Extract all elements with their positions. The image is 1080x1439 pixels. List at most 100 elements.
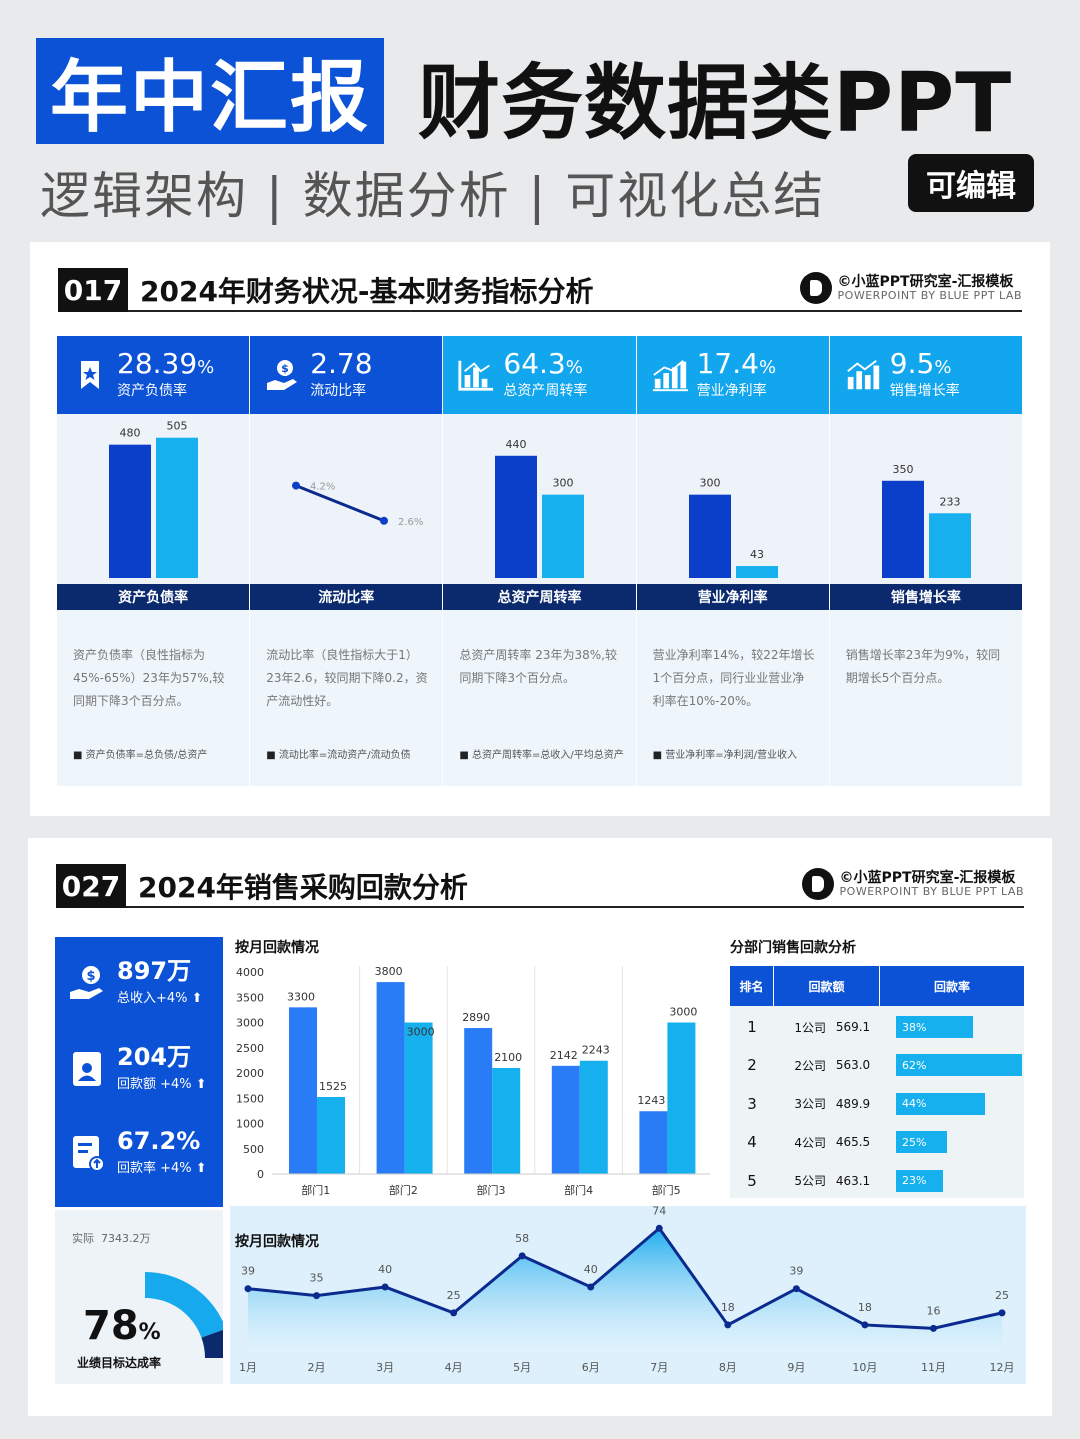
mini-point <box>380 516 389 525</box>
indicator-card-header: 9.5% 销售增长率 <box>829 336 1022 414</box>
y-tick-label: 0 <box>257 1168 264 1181</box>
rate-cell: 23% <box>880 1169 1024 1192</box>
description-text: 资产负债率（良性指标为45%-65%）23年为57%,较同期下降3个百分点。 <box>73 648 225 708</box>
rate-cell: 25% <box>880 1131 1024 1154</box>
area-point <box>998 1309 1006 1317</box>
indicator-value: 28.39% <box>117 347 215 380</box>
svg-text:$: $ <box>281 362 289 375</box>
y-tick-label: 2500 <box>236 1042 264 1055</box>
indicator-card-header: 28.39% 资产负债率 <box>57 336 250 414</box>
description-text: 总资产周转率 23年为38%,较同期下降3个百分点。 <box>459 648 617 685</box>
bar-chart-title: 按月回款情况 <box>235 940 319 956</box>
area-value-label: 25 <box>995 1289 1009 1302</box>
kpi-value: 67.2% <box>117 1127 201 1155</box>
indicator-description: 总资产周转率 23年为38%,较同期下降3个百分点。总资产周转率=总收入/平均总… <box>443 610 636 786</box>
formula-note: 总资产周转率=总收入/平均总资产 <box>459 749 625 762</box>
hand-coin-icon: $ <box>264 356 302 394</box>
month-label: 7月 <box>650 1361 668 1374</box>
mini-bar <box>156 437 198 578</box>
indicator-value: 17.4% <box>696 347 777 380</box>
rank-number: 3 <box>747 1094 757 1113</box>
area-point <box>929 1324 937 1332</box>
bar <box>667 1022 696 1174</box>
indicator-card-header: 64.3% 总资产周转率 <box>443 336 636 414</box>
mini-bar-label: 300 <box>699 477 720 490</box>
header-rate: 回款率 <box>933 979 970 994</box>
indicator-unit: % <box>934 357 952 378</box>
gauge-percent: 78 <box>83 1303 139 1349</box>
area-point <box>313 1292 321 1300</box>
mini-point-label: 4.2% <box>310 482 335 493</box>
mini-bar <box>881 480 924 578</box>
gauge-card: 实际 7343.2万 78% 业绩目标达成率 <box>55 1210 223 1384</box>
bar <box>579 1060 608 1174</box>
y-tick-label: 1500 <box>236 1092 264 1105</box>
brand-logo-icon <box>801 868 834 900</box>
bar <box>289 1007 317 1174</box>
indicator-unit: % <box>197 357 215 378</box>
collection-amount: 489.9 <box>835 1096 871 1111</box>
brand-sub: POWERPOINT BY BLUE PPT LAB <box>837 288 1022 302</box>
growth-chart-icon <box>651 356 689 394</box>
up-arrow-icon: ⬆ <box>191 991 203 1006</box>
kpi-label: 总收入+4% <box>117 991 188 1006</box>
gauge-actual-label: 实际 <box>72 1232 94 1245</box>
monthly-area-chart: 39 1月 35 2月 40 3月 25 4月 58 5月 40 6月 74 7月 18 8月 39 9月 18 10… <box>239 1206 1015 1374</box>
indicator-label: 资产负债率 <box>117 383 187 399</box>
month-label: 9月 <box>787 1361 805 1374</box>
main-title: 财务数据类PPT <box>418 56 1013 151</box>
bar-value-label: 3300 <box>287 990 315 1003</box>
bar-value-label: 3800 <box>375 965 403 978</box>
slide-number: 027 <box>56 864 126 908</box>
indicator-mini-chart: 480 505 <box>57 414 250 584</box>
month-label: 2月 <box>308 1361 326 1374</box>
kpi-value: 204万 <box>117 1043 192 1071</box>
rate-bar: 62% <box>896 1054 1022 1077</box>
area-point <box>450 1309 458 1317</box>
indicator-mini-chart: 4.2% 2.6% <box>250 414 443 584</box>
description-text: 营业净利率14%，较22年增长1个百分点，同行业业营业净利率在10%-20%。 <box>652 648 815 708</box>
rank-table: 排名 回款额 回款率 1 1公司 569.1 38% 2 2公司 563.0 62% 3 3公司 4… <box>730 966 1024 1198</box>
gauge-remaining-arc <box>201 1329 223 1358</box>
collection-amount: 463.1 <box>835 1173 871 1188</box>
mini-point <box>292 481 301 490</box>
month-label: 10月 <box>852 1361 877 1374</box>
mini-bar-label: 43 <box>750 548 764 561</box>
indicator-mini-chart: 300 43 <box>636 414 829 584</box>
indicator-label: 营业净利率 <box>696 383 767 399</box>
slide-title: 2024年销售采购回款分析 <box>138 871 468 904</box>
bar-value-label: 3000 <box>407 1026 435 1039</box>
user-file-icon <box>73 1051 101 1086</box>
bar-chart-icon <box>457 356 495 394</box>
department-bar-chart: 4000 3500 3000 2500 2000 1500 1000 500 0 3300 1525… <box>236 965 710 1197</box>
area-point <box>861 1321 869 1329</box>
area-point <box>381 1283 389 1291</box>
kpi-label: 回款率 +4% <box>117 1161 192 1176</box>
indicator-value: 9.5% <box>889 347 952 380</box>
svg-text:$: $ <box>86 969 95 984</box>
x-category-label: 部门4 <box>564 1183 593 1197</box>
indicator-title-bar: 总资产周转率 <box>443 584 636 610</box>
area-value-label: 39 <box>789 1265 803 1278</box>
rank-table-title: 分部门销售回款分析 <box>730 940 856 956</box>
bookmark-star-icon <box>71 356 109 394</box>
bar-value-label: 3000 <box>669 1006 697 1019</box>
month-label: 11月 <box>921 1361 946 1374</box>
description-text: 流动比率（良性指标大于1）23年2.6，较同期下降0.2，资产流动性好。 <box>266 648 428 708</box>
indicator-title-bar: 营业净利率 <box>636 584 829 610</box>
rate-cell: 44% <box>880 1092 1024 1115</box>
company-name: 4公司 <box>794 1135 826 1150</box>
x-category-label: 部门1 <box>301 1183 330 1197</box>
hand-coin-icon: $ <box>70 965 103 999</box>
bar <box>464 1028 493 1174</box>
formula-note: 营业净利率=净利润/营业收入 <box>653 749 819 762</box>
rate-bar: 38% <box>896 1016 974 1038</box>
table-row: 1 1公司 569.1 38% <box>730 1008 1024 1046</box>
formula-note: 流动比率=流动资产/流动负债 <box>266 749 432 762</box>
mini-bar <box>688 494 731 578</box>
mini-bar-label: 480 <box>120 427 141 440</box>
mini-bar <box>735 566 778 578</box>
x-category-label: 部门2 <box>389 1183 418 1197</box>
collection-amount: 465.5 <box>835 1135 871 1150</box>
rate-bar: 44% <box>896 1092 986 1115</box>
